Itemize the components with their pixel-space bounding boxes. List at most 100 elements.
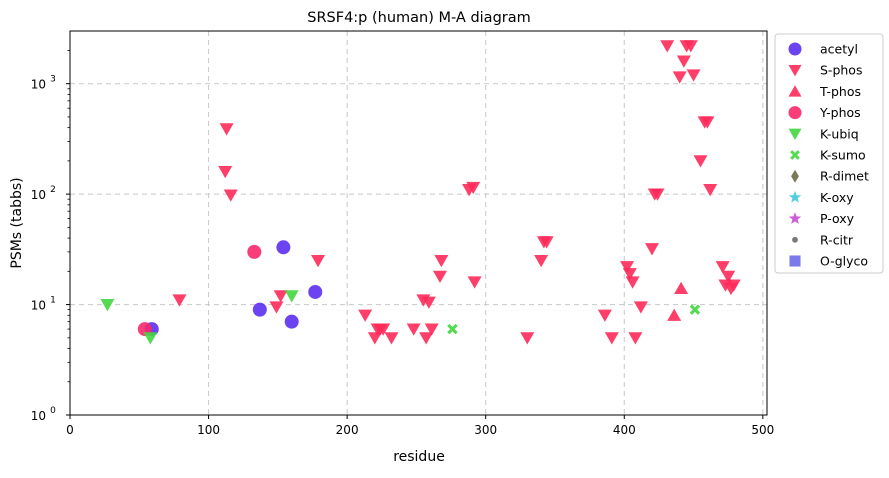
point-k-ubiq: [100, 298, 115, 312]
y-tick-exponent: 2: [50, 185, 56, 195]
point-s-phos: [604, 332, 619, 345]
point-s-phos: [628, 332, 643, 345]
point-s-phos: [660, 40, 675, 53]
y-axis-ticks: 10 0 10 1 10 2 10 3: [31, 50, 70, 423]
point-s-phos: [367, 332, 382, 345]
legend-label-y-phos: Y-phos: [819, 105, 861, 120]
y-tick-label: 10: [31, 409, 46, 423]
point-s-phos: [625, 276, 640, 289]
data-points: [100, 40, 741, 345]
legend-marker-k-ubiq: [788, 128, 802, 140]
point-s-phos: [269, 301, 284, 314]
y-tick-label: 10: [31, 188, 46, 202]
y-tick-exponent: 1: [50, 296, 56, 306]
legend-marker-t-phos: [788, 85, 802, 97]
point-k-sumo: [447, 323, 458, 335]
x-axis-label: residue: [393, 449, 445, 465]
legend-label-s-phos: S-phos: [820, 63, 862, 78]
point-s-phos: [432, 270, 447, 284]
point-s-phos: [384, 332, 399, 345]
point-t-phos: [674, 281, 689, 295]
point-s-phos: [676, 55, 691, 68]
y-tick-exponent: 3: [50, 75, 56, 85]
legend-label-k-sumo: K-sumo: [820, 148, 866, 163]
legend: acetyl S-phos T-phos Y-phos K-ubiq K-sumo R-di…: [774, 33, 884, 274]
legend-marker-acetyl: [788, 42, 802, 56]
legend-label-acetyl: acetyl: [820, 42, 858, 57]
point-acetyl: [284, 314, 299, 329]
point-s-phos: [520, 332, 535, 345]
point-s-phos: [424, 323, 439, 336]
point-s-phos: [633, 301, 648, 314]
point-s-phos: [726, 279, 741, 292]
point-s-phos: [721, 270, 736, 284]
point-s-phos: [421, 296, 436, 309]
point-s-phos: [622, 268, 637, 281]
point-s-phos: [686, 69, 701, 82]
point-y-phos: [247, 244, 262, 259]
point-k-sumo: [689, 304, 701, 315]
point-k-ubiq: [143, 332, 158, 345]
legend-marker-y-phos: [788, 106, 802, 120]
point-k-ubiq: [284, 290, 299, 303]
y-tick-label: 10: [31, 78, 46, 92]
legend-marker-r-citr: [792, 236, 798, 243]
point-acetyl: [252, 302, 267, 317]
point-s-phos: [376, 323, 391, 336]
x-tick-label: 100: [197, 423, 220, 437]
legend-entries: acetyl S-phos T-phos Y-phos K-ubiq K-sumo R-di…: [788, 42, 869, 269]
point-s-phos: [434, 255, 449, 268]
point-s-phos: [218, 165, 233, 179]
x-axis-ticks: 0 100 200 300 400 500: [66, 415, 774, 437]
legend-label-t-phos: T-phos: [819, 84, 861, 99]
y-tick-exponent: 0: [50, 406, 56, 416]
point-s-phos: [534, 255, 549, 268]
point-s-phos: [703, 183, 718, 197]
legend-label-k-ubiq: K-ubiq: [820, 126, 859, 141]
y-tick-label: 10: [31, 299, 46, 313]
point-s-phos: [650, 188, 665, 201]
legend-marker-o-glyco: [789, 255, 801, 267]
point-s-phos: [358, 309, 373, 322]
x-tick-label: 200: [336, 423, 359, 437]
point-s-phos: [539, 236, 554, 249]
point-s-phos: [715, 261, 730, 274]
x-tick-label: 300: [474, 423, 497, 437]
x-tick-label: 500: [751, 423, 774, 437]
point-s-phos: [219, 123, 234, 136]
legend-label-o-glyco: O-glyco: [820, 254, 868, 269]
point-s-phos: [466, 181, 481, 195]
point-s-phos: [467, 276, 482, 289]
point-s-phos: [700, 116, 715, 129]
legend-label-r-dimet: R-dimet: [820, 169, 869, 184]
point-s-phos: [172, 294, 187, 307]
point-s-phos: [683, 40, 698, 53]
x-tick-label: 400: [613, 423, 636, 437]
point-s-phos: [620, 261, 635, 274]
y-axis-label: PSMs (tabbs): [9, 177, 25, 268]
gridlines: [70, 31, 767, 415]
legend-label-r-citr: R-citr: [820, 232, 854, 247]
legend-marker-r-dimet: [791, 169, 799, 183]
legend-marker-k-sumo: [790, 150, 800, 160]
point-s-phos: [644, 243, 659, 256]
legend-marker-p-oxy: [788, 212, 802, 224]
point-s-phos: [406, 323, 421, 336]
point-s-phos: [311, 255, 326, 268]
point-t-phos: [667, 308, 682, 321]
point-s-phos: [223, 189, 238, 202]
legend-marker-s-phos: [788, 65, 802, 77]
plot-frame: [69, 30, 768, 416]
legend-frame: [774, 33, 884, 274]
legend-label-p-oxy: P-oxy: [820, 211, 855, 226]
point-acetyl: [308, 284, 323, 299]
legend-marker-k-oxy: [788, 190, 802, 203]
point-s-phos: [672, 71, 687, 84]
point-s-phos: [419, 332, 434, 345]
legend-label-k-oxy: K-oxy: [820, 190, 854, 205]
point-s-phos: [693, 155, 708, 168]
point-acetyl: [276, 240, 291, 255]
